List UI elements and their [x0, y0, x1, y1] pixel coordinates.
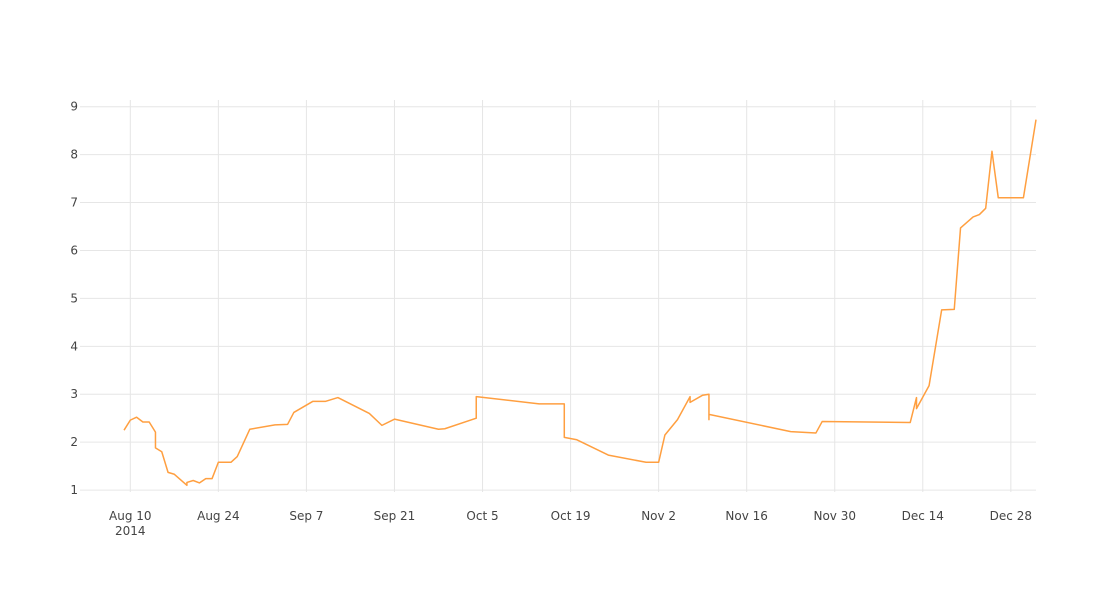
x-tick-label: Nov 30 — [813, 509, 856, 523]
y-tick-label: 9 — [70, 100, 78, 114]
y-tick-label: 7 — [70, 196, 78, 210]
x-tick-line: Oct 5 — [466, 509, 498, 523]
x-tick-line: Sep 21 — [374, 509, 416, 523]
y-tick-label: 8 — [70, 148, 78, 162]
x-tick-label: Nov 16 — [725, 509, 768, 523]
x-tick-line: Dec 28 — [990, 509, 1032, 523]
y-tick-label: 1 — [70, 483, 78, 497]
x-tick-label: Dec 14 — [902, 509, 944, 523]
x-tick-label: Dec 28 — [990, 509, 1032, 523]
x-tick-line: Sep 7 — [289, 509, 323, 523]
y-tick-label: 3 — [70, 387, 78, 401]
x-tick-label: Oct 5 — [466, 509, 498, 523]
x-tick-line: 2014 — [115, 524, 146, 538]
x-tick-line: Nov 16 — [725, 509, 768, 523]
x-tick-label: Oct 19 — [551, 509, 591, 523]
y-tick-label: 4 — [70, 339, 78, 353]
x-tick-line: Nov 30 — [813, 509, 856, 523]
x-tick-line: Oct 19 — [551, 509, 591, 523]
x-tick-label: Aug 10 2014 — [109, 509, 152, 538]
y-tick-label: 5 — [70, 291, 78, 305]
x-tick-label: Sep 21 — [374, 509, 416, 523]
y-tick-label: 6 — [70, 243, 78, 257]
x-tick-label: Nov 2 — [641, 509, 676, 523]
x-tick-line: Nov 2 — [641, 509, 676, 523]
x-tick-label: Aug 24 — [197, 509, 240, 523]
y-tick-label: 2 — [70, 435, 78, 449]
x-tick-label: Sep 7 — [289, 509, 323, 523]
x-tick-line: Dec 14 — [902, 509, 944, 523]
line — [123, 119, 1037, 487]
x-tick-line: Aug 24 — [197, 509, 240, 523]
x-tick-line: Aug 10 — [109, 509, 152, 523]
